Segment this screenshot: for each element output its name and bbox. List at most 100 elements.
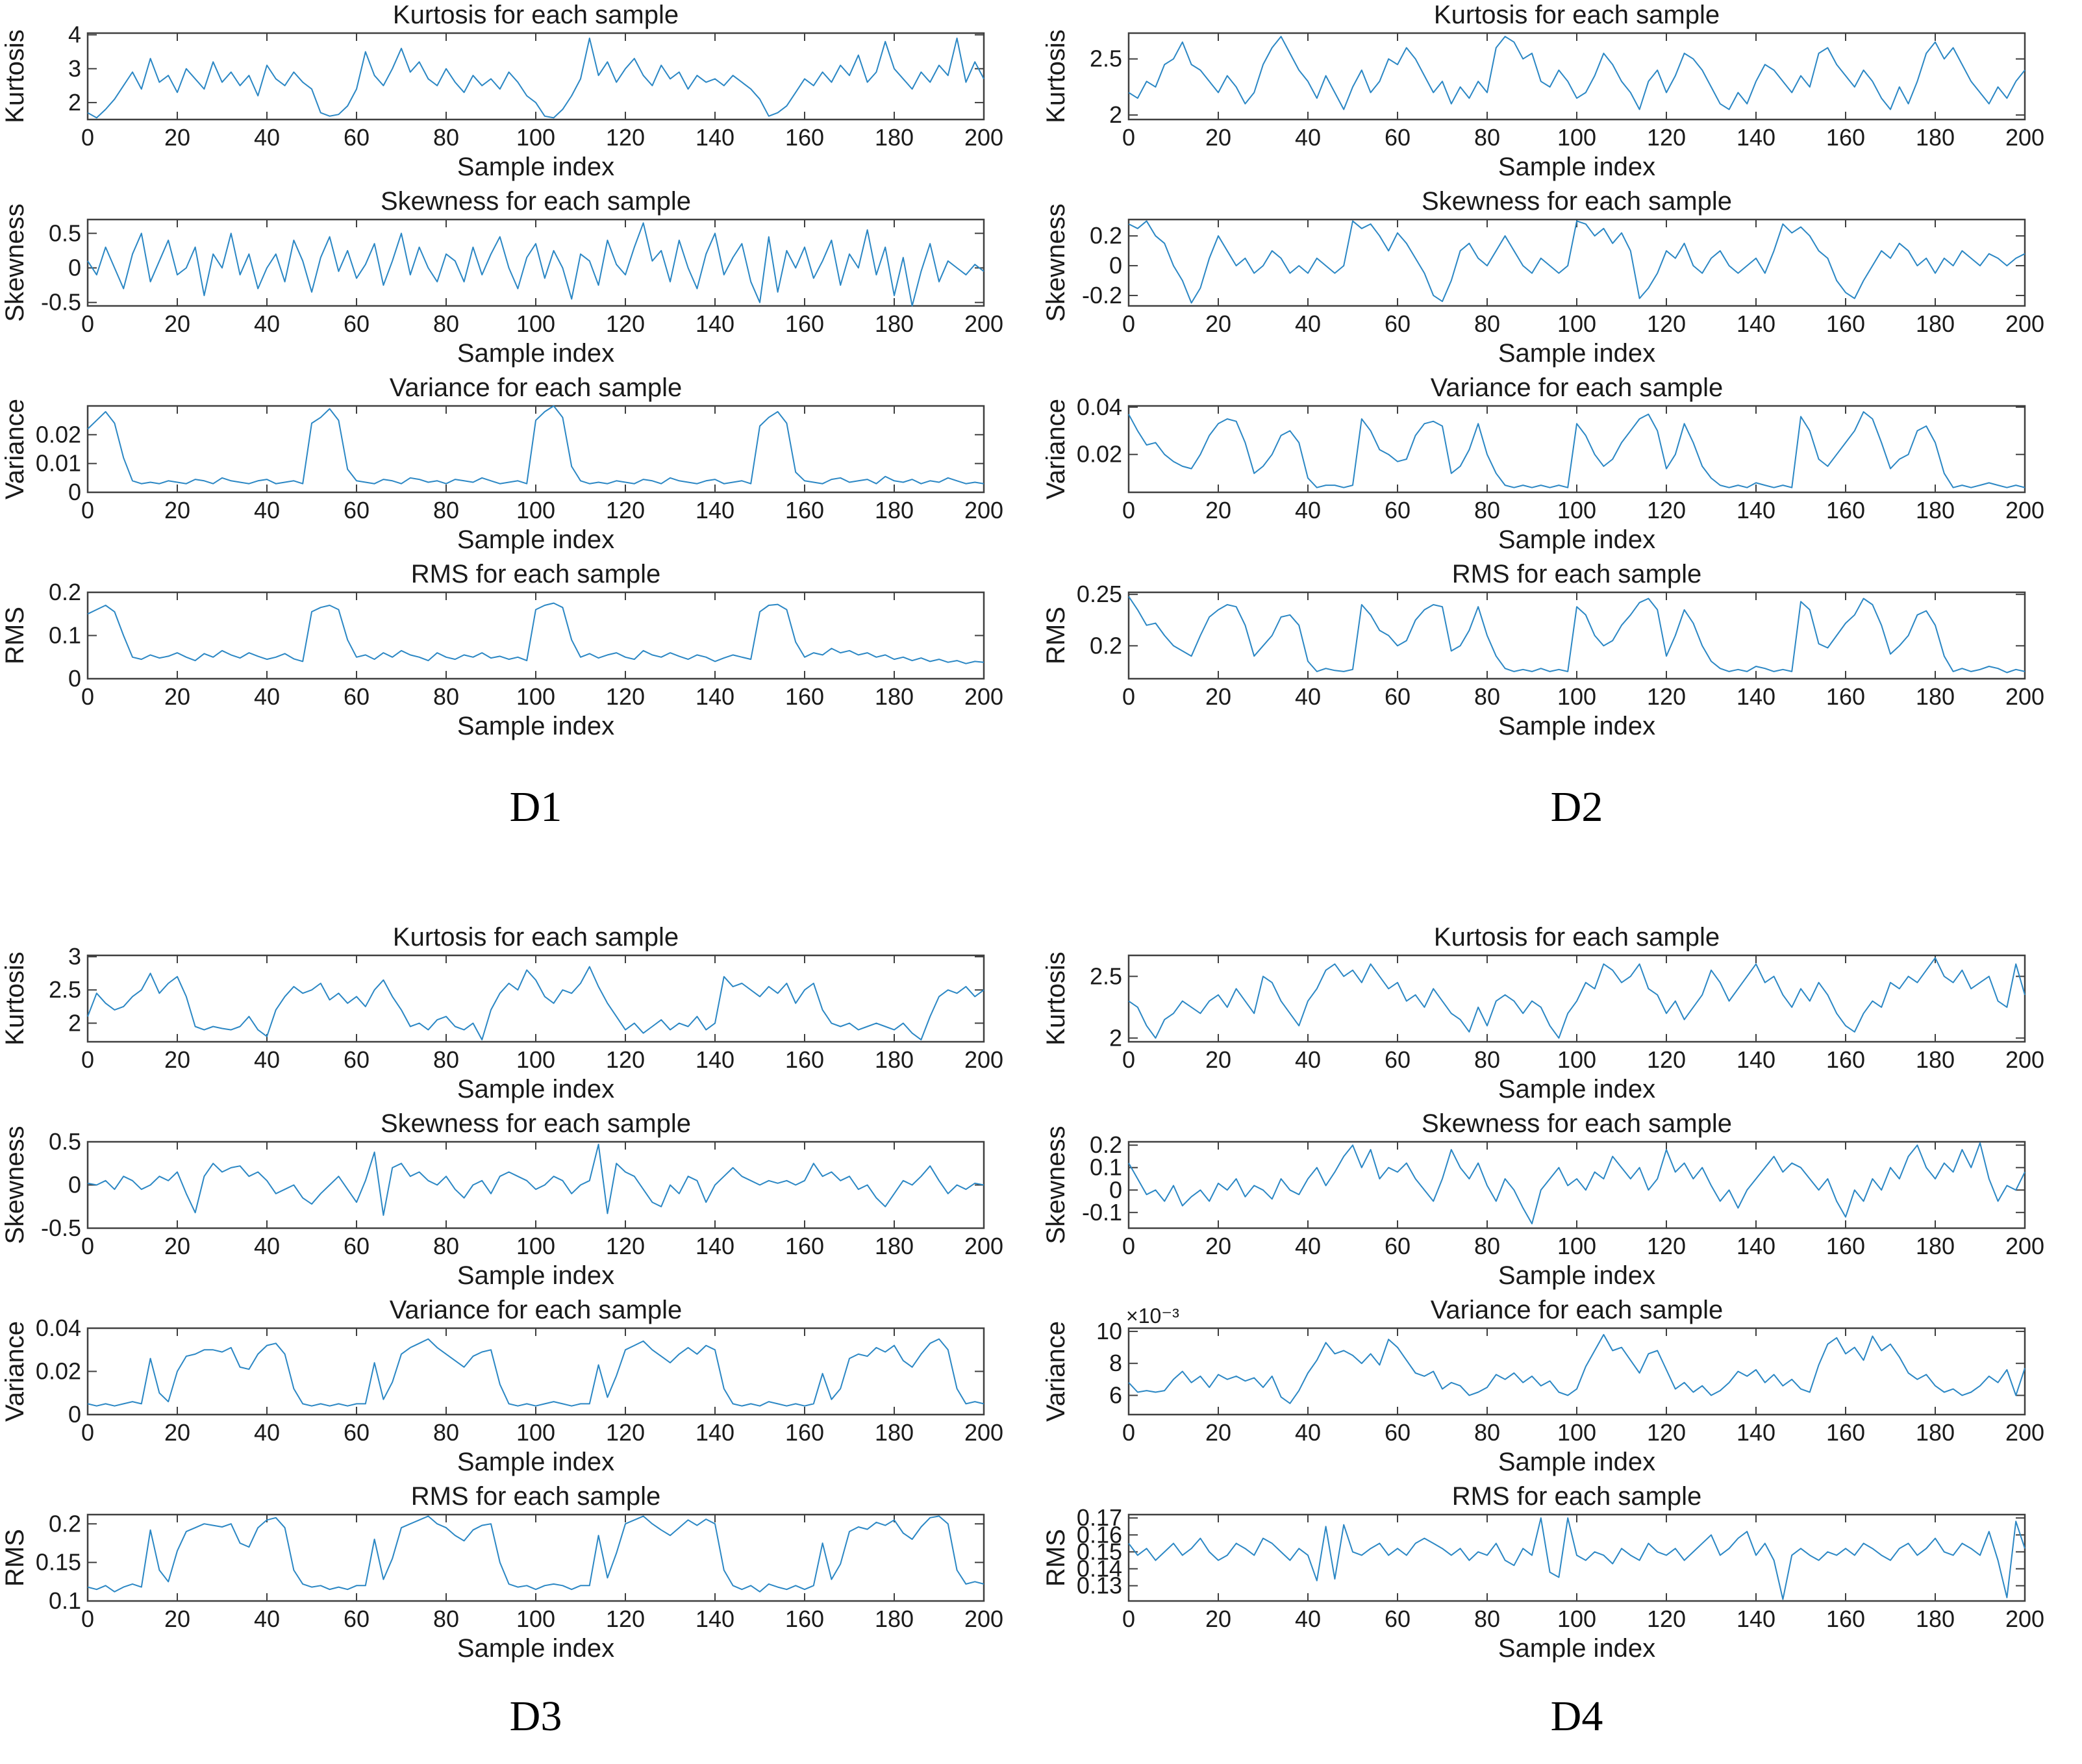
svg-text:100: 100: [1557, 1419, 1596, 1446]
svg-text:140: 140: [696, 497, 734, 523]
svg-text:60: 60: [1385, 124, 1411, 151]
svg-text:×10⁻³: ×10⁻³: [1126, 1304, 1179, 1328]
chart-d2-variance: Variance for each sample 0 20 40 60 80 100 120 1…: [1042, 377, 2044, 554]
svg-text:120: 120: [606, 497, 645, 523]
svg-text:180: 180: [875, 1606, 914, 1632]
svg-text:2.5: 2.5: [1090, 45, 1122, 72]
svg-text:40: 40: [254, 1233, 280, 1259]
svg-text:0: 0: [1122, 1606, 1135, 1632]
svg-text:140: 140: [696, 1233, 734, 1259]
svg-text:120: 120: [1647, 124, 1686, 151]
svg-text:Skewness for each sample: Skewness for each sample: [1422, 1113, 1732, 1138]
svg-text:120: 120: [1647, 1046, 1686, 1073]
svg-text:100: 100: [1557, 683, 1596, 710]
svg-text:160: 160: [785, 683, 824, 710]
svg-text:Variance for each sample: Variance for each sample: [1431, 1299, 1724, 1324]
svg-text:100: 100: [1557, 497, 1596, 523]
chart-d1-skewness: Skewness for each sample 0 20 40 60 80 100 120 1…: [1, 190, 1003, 368]
svg-text:120: 120: [606, 124, 645, 151]
svg-text:Skewness: Skewness: [1, 1126, 29, 1244]
svg-text:160: 160: [1826, 1046, 1865, 1073]
svg-text:Variance: Variance: [1, 399, 29, 499]
svg-text:20: 20: [1205, 1419, 1231, 1446]
svg-text:40: 40: [1295, 124, 1321, 151]
svg-text:Variance: Variance: [1042, 399, 1070, 499]
svg-text:Kurtosis: Kurtosis: [1, 951, 29, 1046]
svg-text:2.5: 2.5: [1090, 963, 1122, 989]
panel-d1-charts: Kurtosis for each sample 0 20 40 60 80 100 120 1…: [0, 4, 1041, 750]
svg-text:160: 160: [785, 124, 824, 151]
svg-text:Kurtosis for each sample: Kurtosis for each sample: [393, 926, 679, 951]
svg-text:140: 140: [1737, 124, 1775, 151]
svg-text:2: 2: [68, 89, 81, 116]
svg-text:Sample index: Sample index: [1498, 1448, 1655, 1476]
svg-text:160: 160: [785, 1046, 824, 1073]
svg-text:Sample index: Sample index: [1498, 153, 1655, 181]
svg-text:180: 180: [1916, 1046, 1955, 1073]
svg-text:200: 200: [964, 124, 1003, 151]
svg-text:80: 80: [433, 1419, 459, 1446]
svg-text:Variance: Variance: [1, 1321, 29, 1422]
svg-text:0: 0: [81, 683, 94, 710]
svg-text:Variance for each sample: Variance for each sample: [1431, 377, 1724, 402]
svg-text:140: 140: [696, 124, 734, 151]
svg-text:140: 140: [1737, 1606, 1775, 1632]
svg-text:180: 180: [875, 683, 914, 710]
svg-text:140: 140: [696, 683, 734, 710]
svg-text:0.5: 0.5: [49, 220, 81, 246]
svg-text:80: 80: [433, 683, 459, 710]
svg-text:0: 0: [1122, 1233, 1135, 1259]
svg-text:140: 140: [696, 1419, 734, 1446]
svg-text:180: 180: [1916, 124, 1955, 151]
svg-text:180: 180: [1916, 683, 1955, 710]
svg-text:60: 60: [344, 683, 370, 710]
svg-text:Sample index: Sample index: [1498, 1261, 1655, 1290]
chart-d3-rms: RMS for each sample 0 20 40 60 80 100 120 140 160…: [1, 1485, 1003, 1663]
svg-text:Kurtosis for each sample: Kurtosis for each sample: [393, 4, 679, 29]
chart-d3-kurtosis: Kurtosis for each sample 0 20 40 60 80 100 120 1…: [1, 926, 1003, 1103]
svg-text:40: 40: [254, 1606, 280, 1632]
svg-text:140: 140: [1737, 683, 1775, 710]
svg-text:Variance: Variance: [1042, 1321, 1070, 1422]
svg-text:20: 20: [1205, 1606, 1231, 1632]
svg-text:-0.1: -0.1: [1082, 1199, 1122, 1226]
svg-text:Sample index: Sample index: [1498, 1634, 1655, 1663]
svg-text:180: 180: [875, 1233, 914, 1259]
svg-text:0.2: 0.2: [49, 1510, 81, 1537]
svg-text:120: 120: [606, 683, 645, 710]
svg-text:40: 40: [254, 310, 280, 337]
svg-text:Sample index: Sample index: [1498, 339, 1655, 368]
svg-text:100: 100: [516, 1606, 555, 1632]
svg-text:120: 120: [1647, 1419, 1686, 1446]
svg-text:180: 180: [875, 497, 914, 523]
svg-text:20: 20: [164, 683, 190, 710]
svg-text:Skewness for each sample: Skewness for each sample: [1422, 190, 1732, 216]
svg-text:0.16: 0.16: [1077, 1521, 1122, 1548]
svg-text:Sample index: Sample index: [1498, 525, 1655, 554]
svg-text:40: 40: [1295, 310, 1321, 337]
svg-text:180: 180: [875, 1046, 914, 1073]
svg-text:40: 40: [254, 683, 280, 710]
svg-text:Sample index: Sample index: [457, 339, 614, 368]
svg-text:40: 40: [1295, 683, 1321, 710]
svg-text:60: 60: [1385, 1419, 1411, 1446]
svg-text:2: 2: [1109, 1024, 1122, 1051]
svg-text:200: 200: [2005, 1233, 2044, 1259]
svg-text:0.04: 0.04: [1077, 394, 1122, 420]
svg-text:60: 60: [344, 497, 370, 523]
panel-label-d4: D4: [1550, 1693, 1603, 1740]
chart-d4-kurtosis: Kurtosis for each sample 0 20 40 60 80 100 120 1…: [1042, 926, 2044, 1103]
chart-d4-variance: Variance for each sample 0 20 40 60 80 100 120 1…: [1042, 1299, 2044, 1476]
svg-text:20: 20: [164, 1233, 190, 1259]
svg-text:0.14: 0.14: [1077, 1555, 1122, 1581]
svg-text:Variance for each sample: Variance for each sample: [390, 1299, 683, 1324]
svg-text:0.1: 0.1: [1090, 1154, 1122, 1181]
svg-text:80: 80: [1474, 1233, 1500, 1259]
svg-text:200: 200: [964, 1606, 1003, 1632]
svg-text:120: 120: [606, 1046, 645, 1073]
svg-text:20: 20: [164, 1419, 190, 1446]
svg-text:200: 200: [964, 683, 1003, 710]
svg-text:80: 80: [1474, 1606, 1500, 1632]
svg-text:60: 60: [1385, 683, 1411, 710]
svg-text:Kurtosis: Kurtosis: [1042, 951, 1070, 1046]
